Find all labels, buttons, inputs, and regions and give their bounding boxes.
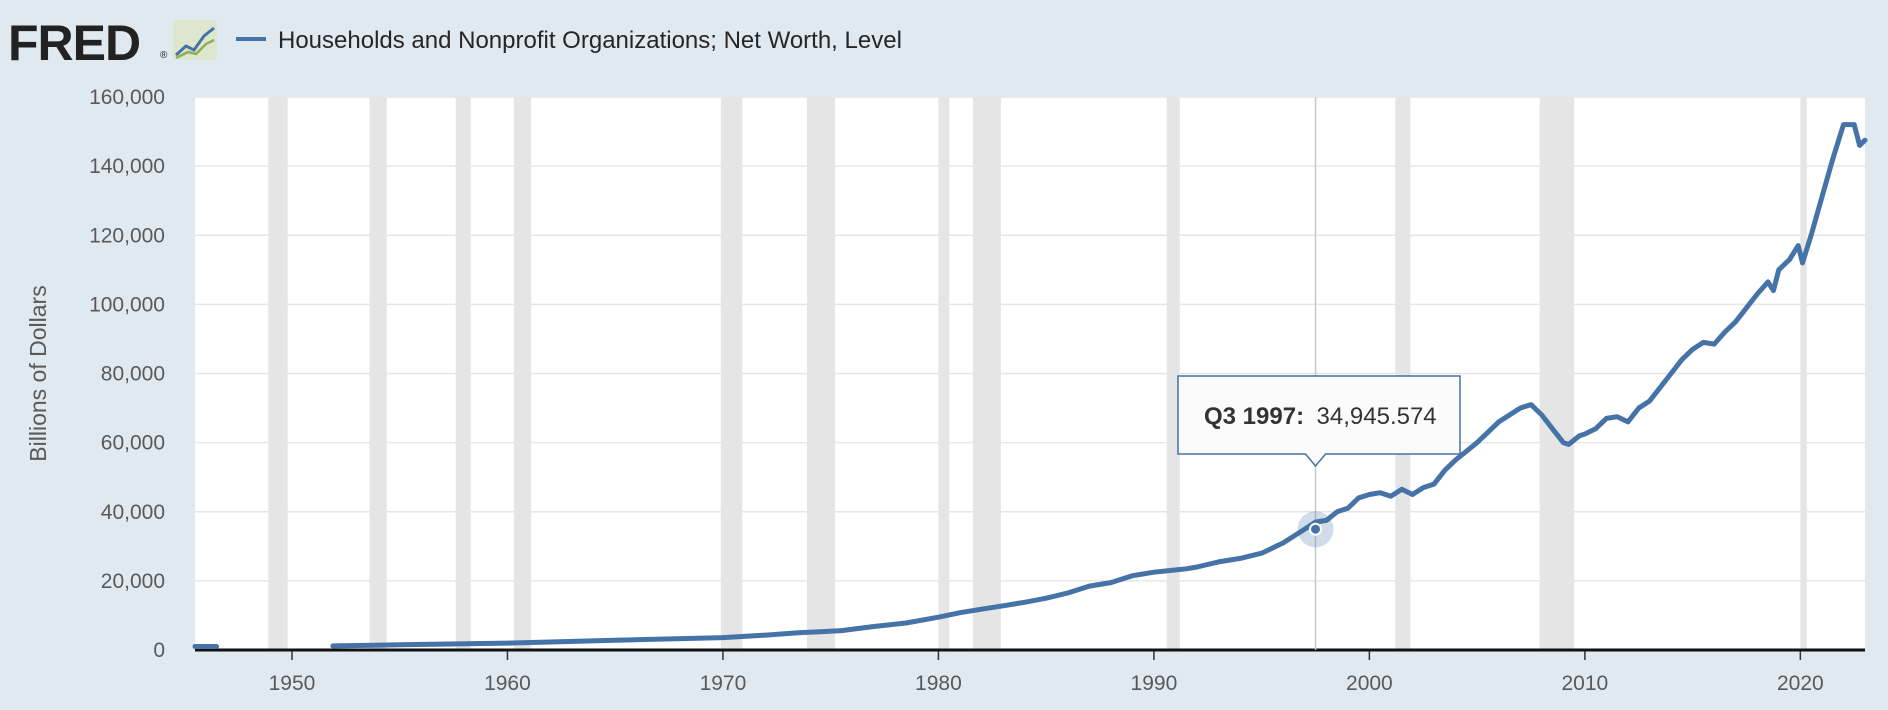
y-tick-label: 160,000 xyxy=(89,86,165,109)
x-tick-label: 2000 xyxy=(1346,672,1393,695)
chart-title: Households and Nonprofit Organizations; … xyxy=(278,27,902,54)
x-tick-label: 2010 xyxy=(1562,672,1609,695)
y-tick-label: 120,000 xyxy=(89,224,165,247)
x-tick-label: 1960 xyxy=(484,672,531,695)
title-legend: Households and Nonprofit Organizations; … xyxy=(236,27,902,54)
gridlines xyxy=(195,96,1865,582)
logo-text: FRED xyxy=(8,15,140,71)
series-layer xyxy=(192,122,1868,649)
x-tick-label: 1970 xyxy=(700,672,747,695)
x-tick-label: 1950 xyxy=(269,672,316,695)
y-axis-title: Billions of Dollars xyxy=(25,285,51,461)
tooltip-box xyxy=(1177,375,1461,468)
y-axis: 0 20,000 40,000 60,000 80,000 100,000 120,000 1… xyxy=(89,86,165,662)
y-tick-label: 0 xyxy=(153,639,165,662)
tooltip-text: Q3 1997: 34,945.574 xyxy=(1204,403,1437,430)
x-axis: 1950 1960 1970 1980 1990 2000 2010 2020 xyxy=(269,650,1824,695)
x-tick-label: 1990 xyxy=(1131,672,1178,695)
y-tick-label: 100,000 xyxy=(89,293,165,316)
tooltip: Q3 1997: 34,945.574 xyxy=(1177,375,1461,468)
x-tick-label: 1980 xyxy=(915,672,962,695)
tooltip-value: 34,945.574 xyxy=(1317,403,1437,430)
x-tick-label: 2020 xyxy=(1777,672,1824,695)
tooltip-label: Q3 1997: xyxy=(1204,403,1304,430)
hover-marker xyxy=(1297,511,1334,548)
y-tick-label: 40,000 xyxy=(101,501,165,524)
logo-graph-icon xyxy=(173,20,217,60)
logo-registered: ® xyxy=(160,50,168,61)
y-tick-label: 20,000 xyxy=(101,570,165,593)
series-line xyxy=(330,122,1868,649)
hover-marker-dot xyxy=(1309,522,1323,536)
y-tick-label: 140,000 xyxy=(89,155,165,178)
y-tick-label: 80,000 xyxy=(101,363,165,386)
fred-logo[interactable]: FRED ® xyxy=(8,15,217,71)
y-tick-label: 60,000 xyxy=(101,432,165,455)
